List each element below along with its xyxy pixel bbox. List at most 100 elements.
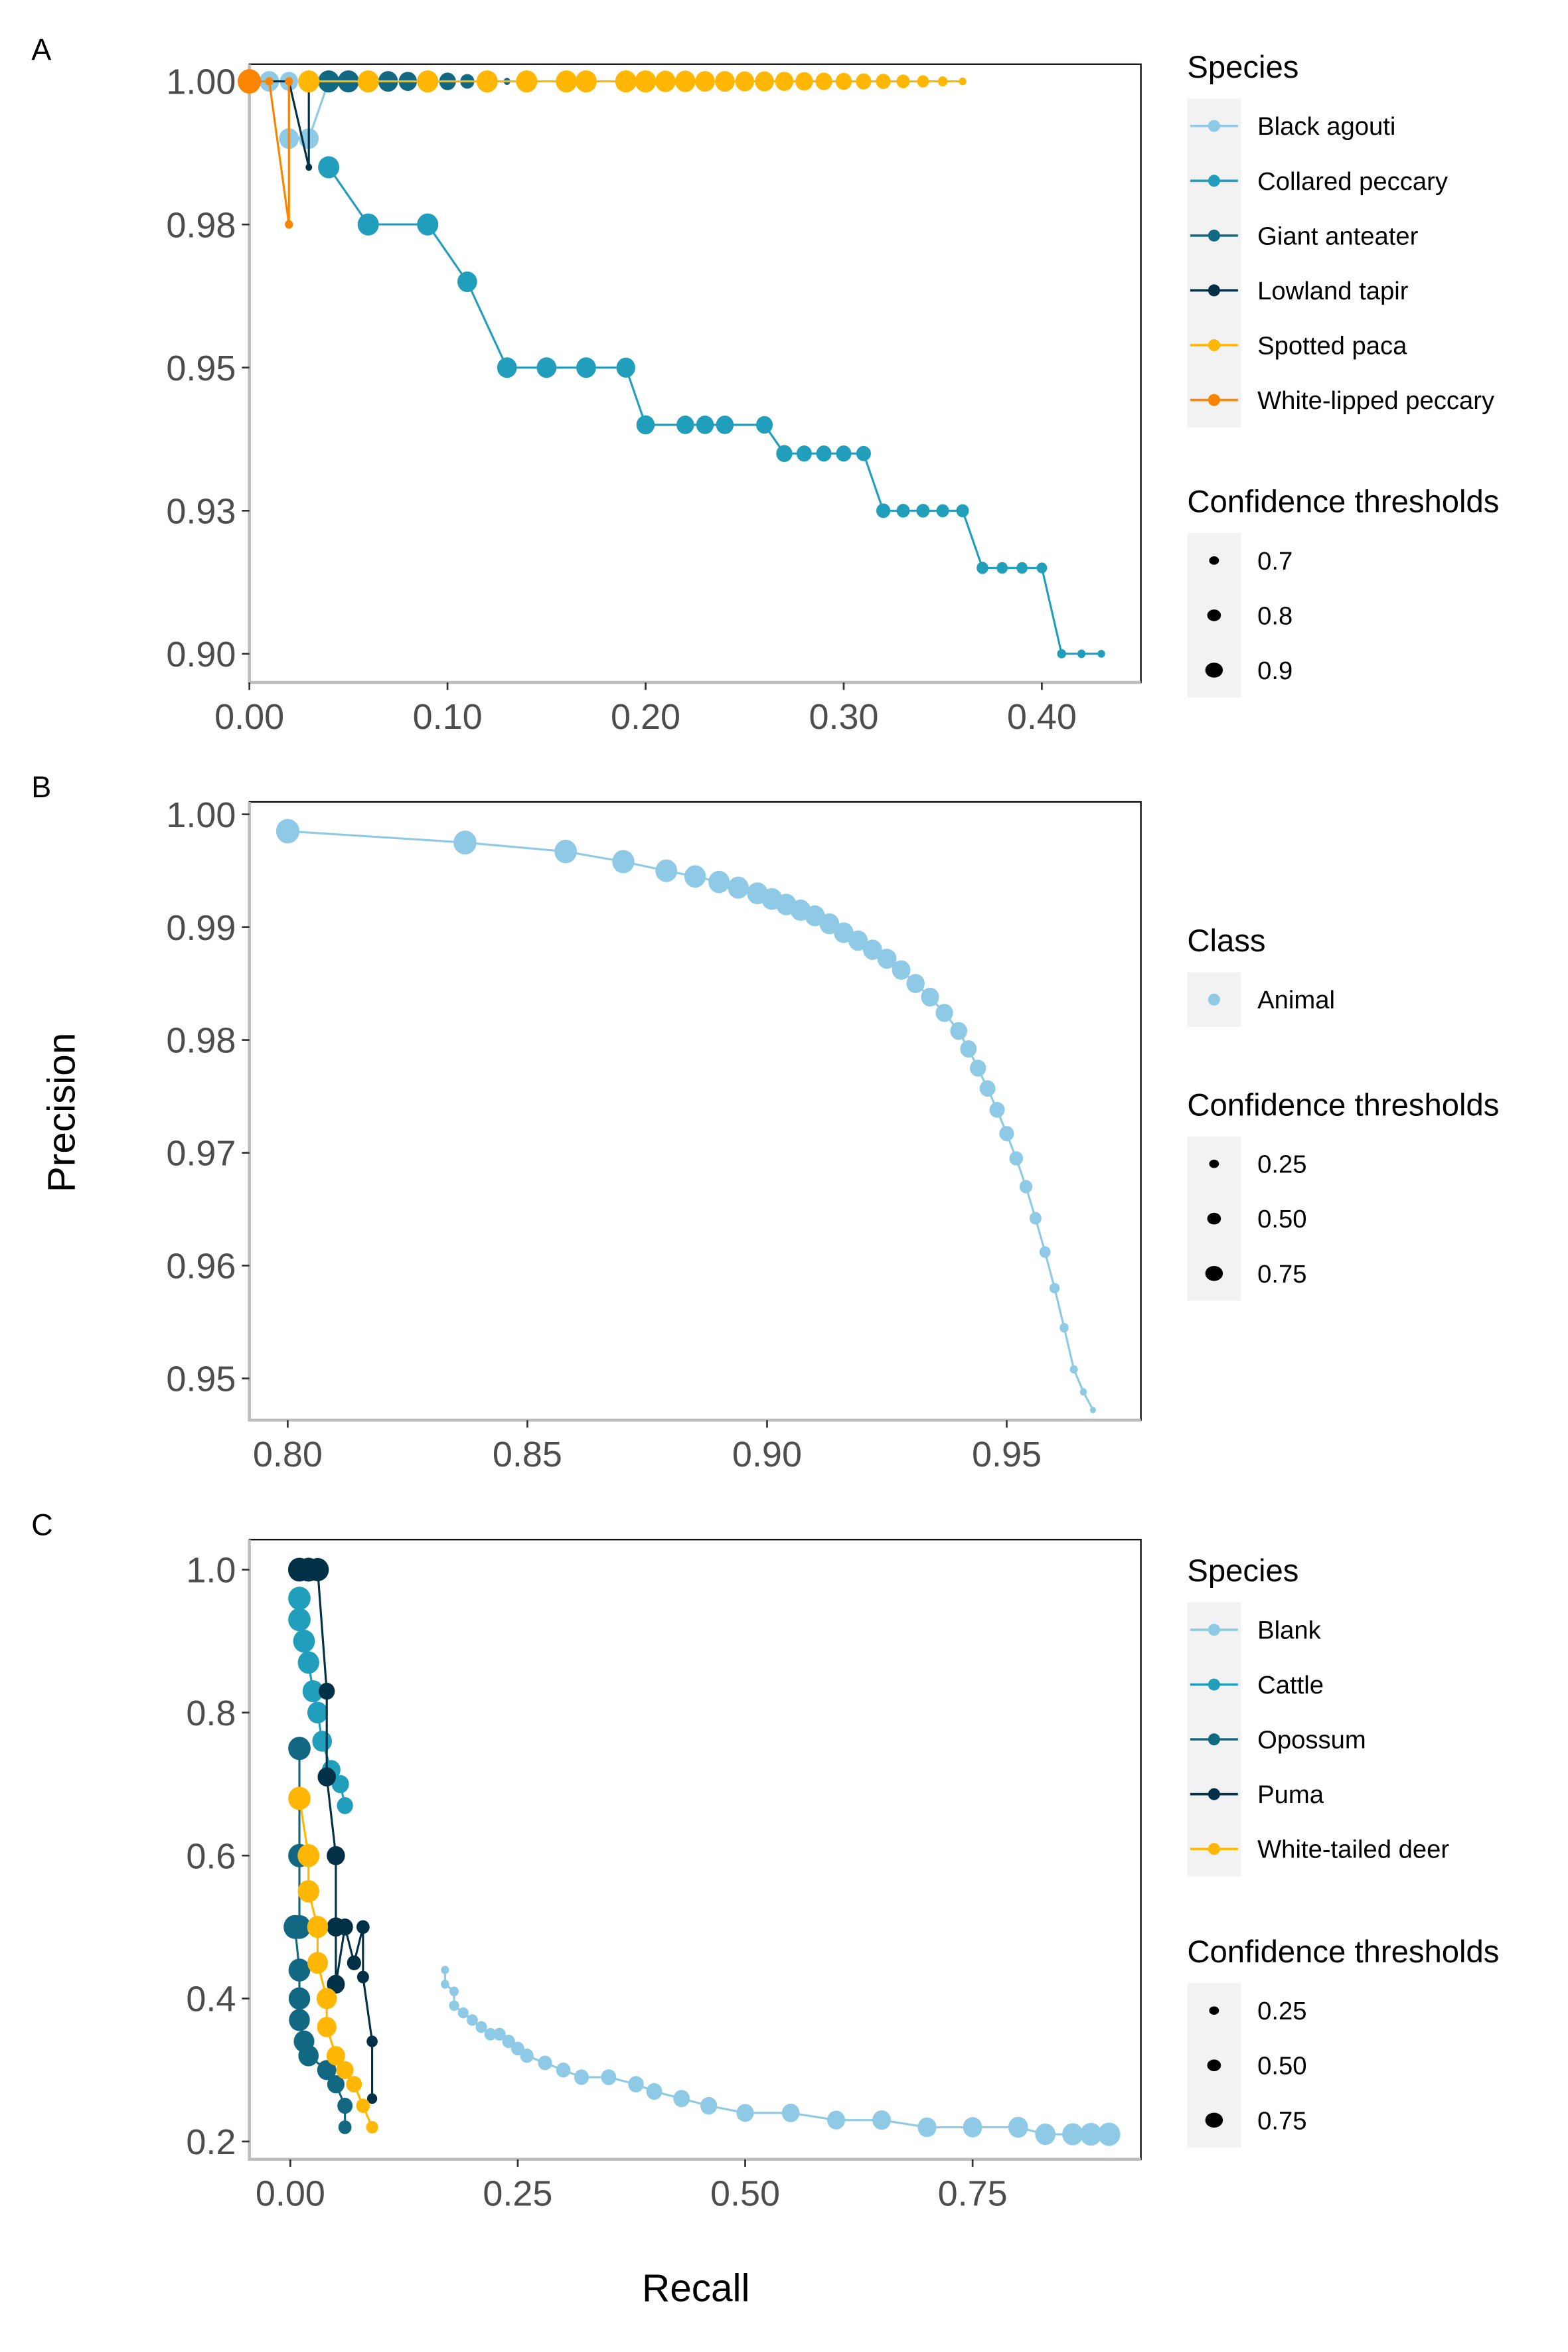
data-point: [1016, 562, 1028, 574]
data-point: [337, 2097, 353, 2114]
y-axis-title: Precision: [40, 1033, 83, 1192]
data-point: [298, 70, 320, 93]
data-point: [297, 1651, 319, 1674]
data-point: [289, 2009, 310, 2031]
data-point: [999, 1126, 1014, 1142]
legend-item: Collared peccary: [1190, 167, 1449, 196]
data-point: [497, 357, 517, 378]
y-tick-label: 0.8: [186, 1693, 236, 1733]
data-point: [347, 1955, 361, 1971]
data-point: [655, 859, 678, 882]
legend-size-item: 0.7: [1209, 547, 1293, 576]
data-point: [979, 1080, 996, 1097]
data-point: [950, 1022, 968, 1040]
data-point: [467, 2014, 478, 2026]
legend-size-title: Confidence thresholds: [1187, 1087, 1499, 1123]
data-point: [449, 2000, 459, 2011]
x-tick-label: 0.30: [809, 697, 878, 737]
data-point: [453, 830, 477, 855]
data-point: [336, 2061, 354, 2080]
data-point: [484, 2027, 497, 2041]
legend-label: Blank: [1257, 1616, 1322, 1645]
plot-frame: [248, 801, 1142, 1421]
data-point: [963, 2117, 982, 2138]
legend-b: Class Animal Confidence thresholds 0.25 0.50…: [1187, 923, 1499, 1301]
data-point: [715, 71, 735, 92]
legend-item: Lowland tapir: [1190, 277, 1409, 305]
legend-size-item: 0.50: [1207, 2052, 1307, 2080]
data-point: [288, 1958, 311, 1982]
legend-label: Animal: [1257, 986, 1335, 1014]
data-point: [1079, 2122, 1102, 2146]
series-spotted-paca: [298, 70, 967, 93]
data-point: [836, 445, 852, 462]
data-point: [989, 1101, 1005, 1118]
legend-label: White-lipped peccary: [1257, 386, 1495, 415]
legend-size-label: 0.25: [1257, 1150, 1306, 1179]
legend-size-item: 0.25: [1209, 1150, 1307, 1179]
legend-size-label: 0.75: [1257, 2106, 1306, 2135]
data-point: [936, 504, 949, 518]
legend-point-swatch: [1208, 175, 1220, 187]
data-point: [835, 72, 852, 90]
panel-a: A 1.00 0.98 0.95 0.93 0.90 0.00 0.10 0.20 0.30 0.…: [31, 33, 1499, 737]
data-point: [317, 2017, 337, 2037]
y-tick-label: 0.97: [166, 1134, 236, 1174]
legend-size-label: 0.75: [1257, 1260, 1306, 1289]
y-tick-label: 0.95: [166, 349, 236, 388]
legend-size-swatch: [1205, 1266, 1223, 1281]
x-tick-label: 0.25: [483, 2174, 552, 2214]
legend-label: Puma: [1257, 1780, 1324, 1809]
legend-size-swatch: [1205, 663, 1223, 678]
legend-size-swatch: [1207, 1212, 1221, 1225]
plot-area-a: 1.00 0.98 0.95 0.93 0.90 0.00 0.10 0.20 0.30 0.40: [166, 62, 1142, 737]
data-point: [892, 960, 911, 980]
x-tick-label: 0.85: [493, 1435, 562, 1474]
data-point: [327, 2075, 345, 2094]
data-point: [615, 70, 637, 93]
data-point: [305, 163, 313, 171]
data-point: [297, 1880, 319, 1903]
y-tick-label: 0.98: [166, 1021, 236, 1061]
data-point: [575, 70, 597, 93]
data-point: [288, 1608, 311, 1632]
data-point: [288, 1737, 311, 1761]
data-point: [511, 2041, 524, 2056]
data-point: [816, 445, 832, 462]
data-point: [366, 2120, 378, 2134]
data-point: [441, 1966, 449, 1974]
legend-color-title: Species: [1187, 1553, 1298, 1589]
series-white-lipped-peccary: [238, 69, 293, 229]
data-point: [796, 445, 812, 462]
legend-size-swatch: [1207, 609, 1221, 621]
data-point: [302, 1680, 324, 1703]
legend-size-title: Confidence thresholds: [1187, 485, 1499, 520]
plot-frame: [248, 63, 1142, 684]
panel-c: C 1.0 0.8 0.6 0.4 0.2 0.00 0.25 0.50 0.75 Specie…: [31, 1508, 1499, 2214]
data-point: [755, 416, 773, 434]
y-tick-label: 0.98: [166, 205, 236, 245]
plot-area-c: 1.0 0.8 0.6 0.4 0.2 0.00 0.25 0.50 0.75: [186, 1539, 1142, 2214]
data-point: [1019, 1180, 1033, 1194]
data-point: [298, 2045, 319, 2067]
data-point: [776, 445, 793, 463]
legend-size-label: 0.25: [1257, 1997, 1306, 2025]
legend-size-swatch: [1209, 2006, 1219, 2015]
data-point: [856, 73, 872, 90]
series-collared-peccary: [318, 156, 1105, 659]
data-point: [827, 2110, 846, 2130]
panel-b: B 1.00 0.99 0.98 0.97 0.96 0.95 0.80 0.85 0.90 0.…: [31, 770, 1499, 1474]
legend-label: Spotted paca: [1257, 331, 1407, 360]
data-point: [312, 1731, 333, 1752]
data-point: [1097, 2122, 1121, 2146]
data-point: [935, 1004, 953, 1022]
y-tick-label: 0.96: [166, 1247, 236, 1287]
data-point: [356, 1920, 370, 1934]
data-point: [708, 870, 730, 894]
data-point: [326, 2046, 345, 2066]
legend-size-item: 0.75: [1205, 1260, 1307, 1289]
data-point: [636, 415, 655, 435]
data-point: [356, 1970, 369, 1984]
legend-item: White-lipped peccary: [1190, 386, 1495, 415]
data-point: [285, 220, 293, 229]
